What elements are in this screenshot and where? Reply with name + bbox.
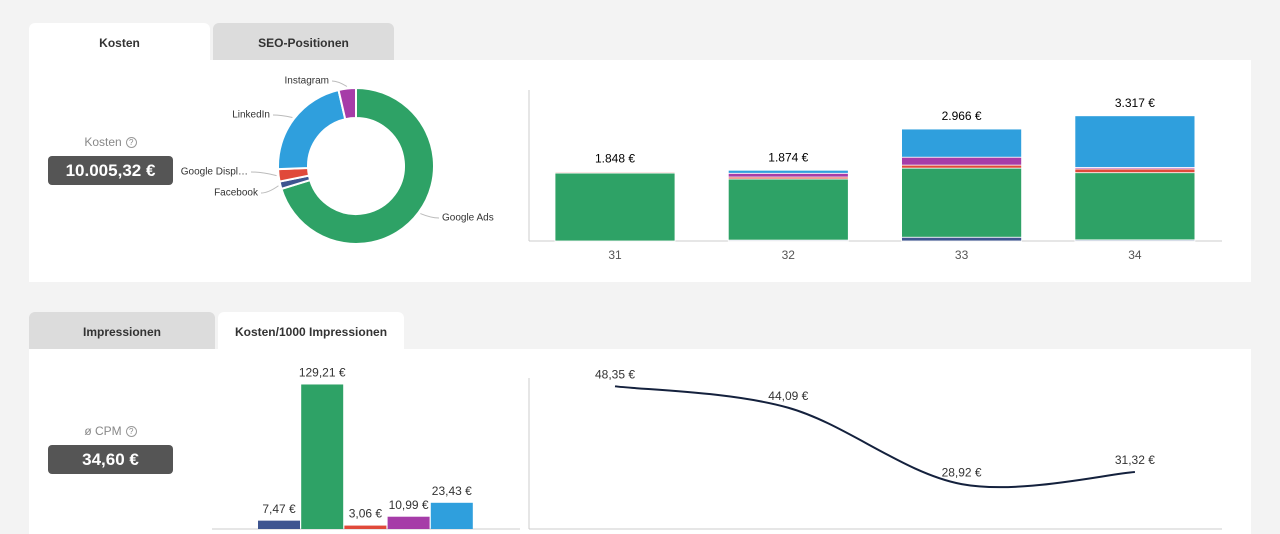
leader-line (420, 213, 440, 219)
donut-label: Instagram (285, 76, 329, 87)
x-tick-label: 31 (608, 248, 622, 262)
kpi-label: ø CPM? (48, 424, 173, 438)
bar-segment (727, 178, 849, 241)
value-label: 28,92 € (942, 465, 982, 479)
kpi-label-text: ø CPM (84, 424, 122, 438)
bar (430, 502, 473, 529)
value-label: 129,21 € (299, 366, 346, 380)
bar-segment (1074, 115, 1196, 168)
bar-segment (554, 172, 676, 242)
tab[interactable]: Impressionen (29, 312, 215, 349)
x-tick-label: 33 (955, 248, 969, 262)
bar-segment (901, 236, 1022, 242)
donut-label: Google Displ… (181, 167, 248, 178)
donut-label: Google Ads (442, 213, 494, 224)
leader-line (250, 171, 277, 177)
value-label: 3,06 € (349, 507, 383, 521)
help-icon[interactable]: ? (125, 137, 137, 148)
total-label: 3.317 € (1115, 96, 1155, 110)
kpi-value: 34,60 € (48, 445, 173, 474)
donut-slice (280, 86, 435, 245)
bar-segment (901, 156, 1022, 166)
panel (29, 349, 1251, 534)
kpi-label: Kosten? (48, 135, 173, 149)
donut-label: Facebook (214, 188, 259, 199)
bar-segment (1074, 168, 1196, 174)
tab[interactable]: Kosten/1000 Impressionen (218, 312, 404, 349)
total-label: 1.874 € (768, 150, 808, 164)
total-label: 2.966 € (942, 109, 982, 123)
donut-slice (277, 88, 347, 171)
value-label: 7,47 € (262, 502, 296, 516)
bar-segment (727, 172, 849, 178)
leader-line (331, 80, 348, 87)
value-label: 23,43 € (432, 484, 472, 498)
bar-segment (901, 167, 1022, 238)
x-tick-label: 32 (782, 248, 796, 262)
leader-line (260, 185, 279, 194)
donut-slice (337, 86, 357, 121)
kpi-label-text: Kosten (84, 135, 122, 149)
bar-segment (1074, 172, 1196, 241)
bar (301, 384, 344, 529)
value-label: 31,32 € (1115, 453, 1155, 467)
kpi-value: 10.005,32 € (48, 156, 173, 185)
tab[interactable]: SEO-Positionen (213, 23, 394, 60)
value-label: 10,99 € (389, 498, 429, 512)
line (614, 385, 1135, 489)
bar (344, 525, 387, 529)
bar-segment (901, 128, 1022, 158)
bar-segment (901, 164, 1022, 169)
bar (258, 520, 300, 529)
tab[interactable]: Kosten (29, 23, 210, 60)
bar-segment (727, 169, 849, 174)
leader-line (272, 114, 293, 118)
help-icon[interactable]: ? (125, 426, 137, 437)
value-label: 48,35 € (595, 367, 635, 381)
x-tick-label: 34 (1128, 248, 1142, 262)
bar (387, 516, 430, 529)
total-label: 1.848 € (595, 151, 635, 165)
donut-label: LinkedIn (232, 110, 270, 121)
value-label: 44,09 € (768, 389, 808, 403)
